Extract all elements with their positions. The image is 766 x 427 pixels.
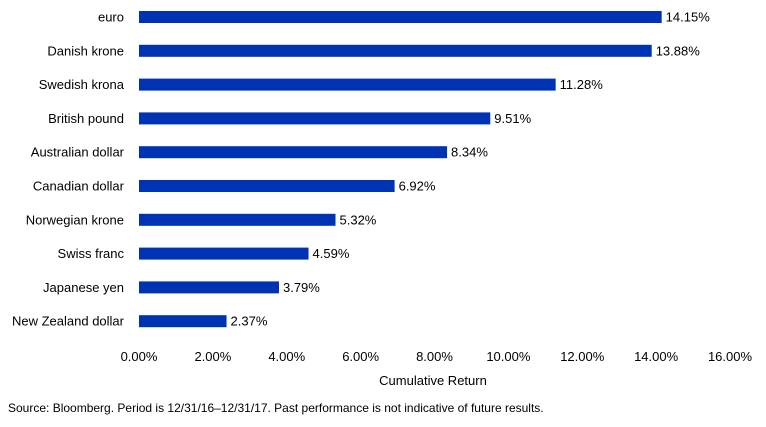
data-label: 2.37% <box>231 314 268 329</box>
bar <box>139 315 227 328</box>
category-label: Swedish krona <box>39 77 125 92</box>
bar <box>139 281 279 294</box>
x-tick-label: 14.00% <box>634 349 679 364</box>
category-label: Australian dollar <box>31 145 125 160</box>
x-tick-label: 16.00% <box>708 349 753 364</box>
category-label: Canadian dollar <box>33 179 125 194</box>
bar <box>139 146 448 159</box>
x-tick-label: 0.00% <box>121 349 158 364</box>
data-label: 14.15% <box>666 10 711 25</box>
data-label: 3.79% <box>283 280 320 295</box>
category-label: Japanese yen <box>43 280 124 295</box>
data-label: 4.59% <box>313 246 350 261</box>
x-tick-label: 12.00% <box>560 349 605 364</box>
category-label: euro <box>98 10 124 25</box>
bar <box>139 213 336 226</box>
category-label: Norwegian krone <box>26 212 124 227</box>
data-label: 8.34% <box>451 145 488 160</box>
x-axis-title: Cumulative Return <box>379 373 487 388</box>
category-label: Swiss franc <box>58 246 125 261</box>
bar <box>139 11 662 23</box>
bar <box>139 78 556 91</box>
x-tick-label: 6.00% <box>342 349 379 364</box>
bar <box>139 112 491 125</box>
bars-group <box>139 11 662 328</box>
category-label: New Zealand dollar <box>12 314 125 329</box>
x-tick-label: 8.00% <box>416 349 453 364</box>
x-tick-label: 10.00% <box>486 349 531 364</box>
category-label: British pound <box>48 111 124 126</box>
data-label: 9.51% <box>494 111 531 126</box>
x-tick-label: 2.00% <box>194 349 231 364</box>
bar <box>139 44 652 57</box>
bar <box>139 180 395 192</box>
data-label: 13.88% <box>656 43 701 58</box>
data-label: 5.32% <box>340 212 377 227</box>
category-label: Danish krone <box>47 43 124 58</box>
x-tick-label: 4.00% <box>268 349 305 364</box>
data-label: 11.28% <box>560 77 604 92</box>
bar <box>139 247 309 260</box>
data-label: 6.92% <box>399 179 436 194</box>
source-footnote: Source: Bloomberg. Period is 12/31/16–12… <box>8 401 544 415</box>
